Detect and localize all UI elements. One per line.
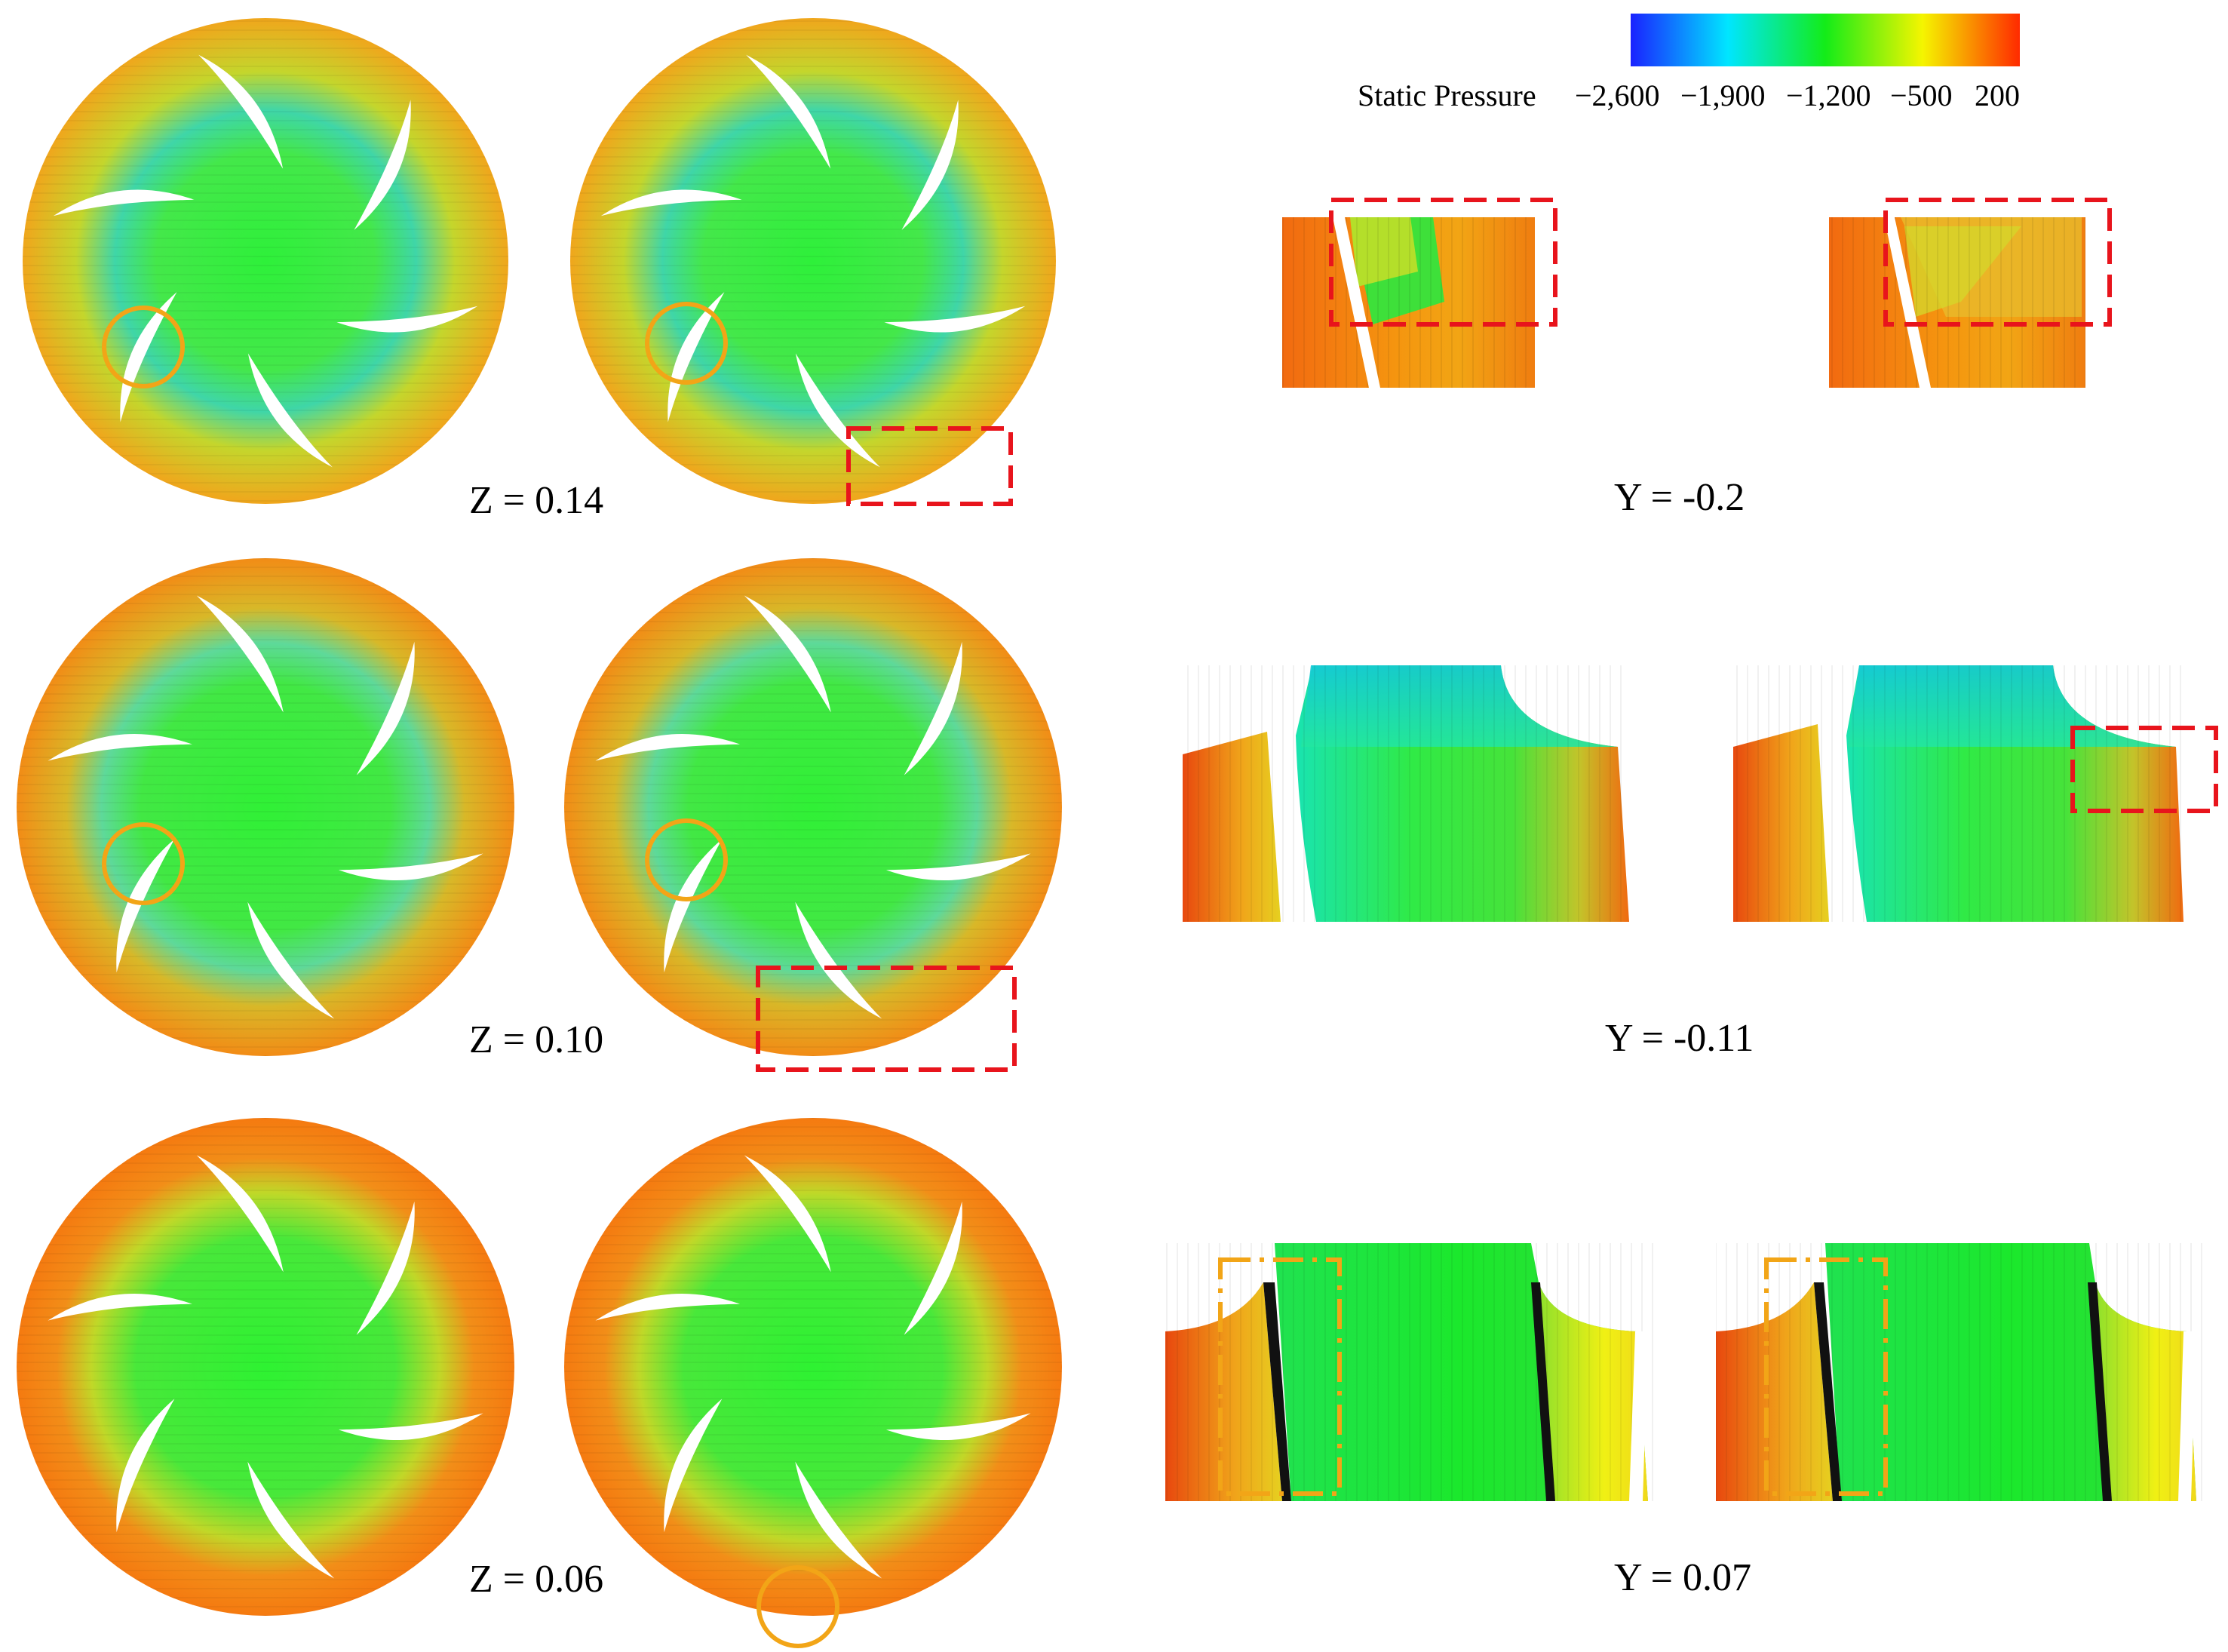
label-y-row1: Y = -0.2 [1614, 476, 1745, 519]
orange-circle-marker [102, 306, 185, 388]
red-dashed-box [756, 966, 1017, 1072]
disc-z010-right [564, 558, 1062, 1056]
colorbar-tick-5: 200 [1975, 78, 2020, 112]
disc-z010-left [17, 558, 514, 1056]
orange-circle-marker [645, 302, 728, 385]
disc-z006-left [17, 1118, 514, 1616]
colorbar-title: Static Pressure [1358, 78, 1536, 112]
label-y-row2: Y = -0.11 [1605, 1017, 1754, 1060]
colorbar-gradient [1631, 14, 2020, 66]
red-dashed-box [846, 426, 1013, 506]
section-y-020-right [1829, 217, 2085, 388]
red-dashed-box [1883, 198, 2112, 327]
colorbar: Static Pressure −2,600 −1,900 −1,200 −50… [1358, 14, 2020, 112]
section-y-020-annotations [1329, 198, 2112, 327]
label-z-row3: Z = 0.06 [469, 1558, 603, 1601]
label-z-row2: Z = 0.10 [469, 1018, 603, 1061]
colorbar-tick-1: −2,600 [1575, 78, 1660, 112]
label-y-row3: Y = 0.07 [1614, 1556, 1751, 1599]
colorbar-tick-4: −500 [1890, 78, 1953, 112]
disc-annotations [102, 302, 1017, 1648]
section-y-020-left [1282, 217, 1535, 388]
orange-dashdot-box [1218, 1257, 1342, 1496]
section-y-007-right [1716, 1243, 2206, 1501]
colorbar-tick-2: −1,900 [1680, 78, 1766, 112]
section-y-011-right [1733, 665, 2184, 922]
disc-z014-right [570, 18, 1056, 504]
orange-circle-marker [102, 822, 185, 905]
section-y-007-left [1165, 1243, 1656, 1501]
orange-circle-marker [756, 1565, 839, 1648]
colorbar-tick-3: −1,200 [1786, 78, 1871, 112]
label-z-row1: Z = 0.14 [469, 479, 603, 522]
orange-circle-marker [645, 818, 728, 901]
red-dashed-box [1329, 198, 1557, 327]
disc-z006-right [564, 1118, 1062, 1616]
red-dashed-box [2070, 726, 2218, 813]
section-y-011-left [1183, 665, 1629, 922]
orange-dashdot-box [1764, 1257, 1888, 1496]
disc-z014-left [23, 18, 508, 504]
section-y-007-annotations [1218, 1257, 1888, 1496]
